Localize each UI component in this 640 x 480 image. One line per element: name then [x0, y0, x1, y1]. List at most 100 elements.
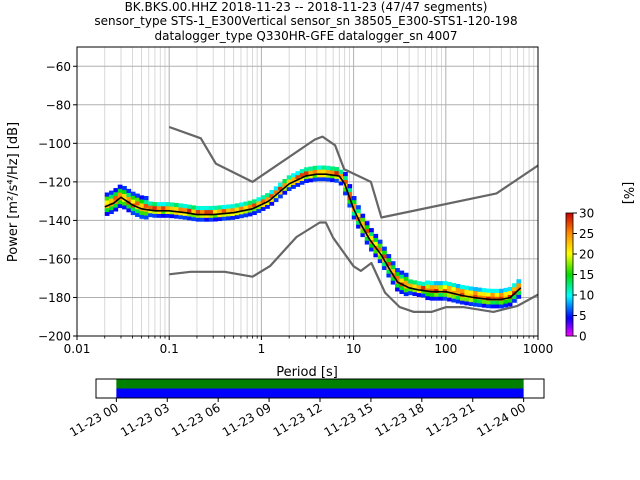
histogram-cell — [130, 191, 136, 196]
timeline-tick-label: 11-23 15 — [322, 400, 376, 439]
histogram-cell — [464, 301, 470, 306]
histogram-cell — [208, 217, 214, 222]
histogram-cell — [135, 212, 140, 217]
histogram-cell — [369, 235, 374, 240]
histogram-cell — [156, 205, 162, 211]
histogram-cell — [165, 205, 171, 211]
histogram-cell — [399, 270, 405, 275]
histogram-cell — [282, 186, 288, 191]
colorbar-segment — [566, 243, 573, 247]
histogram-cell — [208, 205, 214, 211]
histogram-cell — [291, 180, 296, 186]
colorbar-segment — [566, 235, 573, 238]
chart-title-line-3: datalogger_type Q330HR-GFE datalogger_sn… — [155, 29, 458, 43]
timeline-tick-label: 11-23 00 — [67, 400, 121, 439]
colorbar-segment — [566, 333, 573, 337]
colorbar-segment — [566, 223, 573, 226]
histogram-cell — [178, 203, 184, 208]
histogram-cell — [178, 207, 184, 212]
histogram-cell — [169, 213, 175, 219]
histogram-cell — [438, 296, 444, 301]
histogram-cell — [234, 214, 240, 220]
histogram-cell — [195, 213, 201, 218]
histogram-cell — [273, 194, 279, 199]
histogram-cell — [234, 203, 240, 208]
colorbar-segment — [566, 221, 573, 224]
histogram-cell — [187, 204, 192, 209]
histogram-cell — [139, 214, 145, 219]
histogram-cell — [213, 209, 218, 214]
histogram-cell — [403, 280, 409, 285]
histogram-cell — [109, 198, 114, 203]
histogram-cell — [104, 211, 110, 216]
histogram-cell — [208, 209, 214, 214]
y-tick-label: −180 — [38, 291, 71, 305]
histogram-cell — [386, 261, 392, 266]
y-tick-label: −160 — [38, 252, 71, 266]
histogram-cell — [451, 286, 457, 291]
histogram-cell — [390, 268, 396, 274]
histogram-cell — [360, 229, 366, 234]
colorbar-tick-label: 5 — [579, 309, 587, 323]
histogram-cell — [178, 215, 184, 220]
colorbar-segment — [566, 229, 573, 232]
histogram-cell — [135, 193, 140, 198]
histogram-cell — [373, 237, 379, 242]
histogram-cell — [503, 287, 509, 293]
histogram-cell — [403, 272, 409, 277]
histogram-cell — [148, 212, 153, 218]
histogram-cell — [104, 192, 110, 197]
histogram-cell — [390, 276, 396, 281]
histogram-cell — [486, 288, 491, 293]
histogram-cell — [360, 232, 366, 238]
colorbar-segment — [566, 327, 573, 331]
histogram-cell — [243, 205, 249, 210]
histogram-cell — [399, 274, 405, 279]
histogram-cell — [204, 209, 210, 214]
histogram-cell — [152, 205, 158, 211]
timeline-tick-label: 11-23 18 — [373, 400, 427, 439]
colorbar-segment — [566, 288, 573, 292]
histogram-cell — [122, 185, 127, 191]
histogram-cell — [308, 170, 314, 175]
histogram-cell — [507, 298, 513, 303]
histogram-cell — [447, 293, 452, 298]
histogram-cell — [356, 205, 361, 210]
histogram-cell — [490, 292, 496, 297]
histogram-cell — [130, 207, 136, 212]
histogram-cell — [117, 203, 123, 209]
colorbar-segment — [566, 231, 573, 234]
histogram-cell — [386, 257, 392, 263]
colorbar-segment — [566, 270, 573, 273]
histogram-cell — [152, 202, 158, 207]
histogram-cell — [429, 284, 435, 290]
histogram-cell — [373, 241, 379, 246]
histogram-cell — [143, 215, 149, 220]
histogram-cell — [113, 207, 119, 212]
histogram-cell — [226, 208, 231, 213]
histogram-cell — [503, 291, 509, 296]
histogram-cell — [499, 300, 504, 305]
histogram-cell — [291, 173, 296, 178]
histogram-cell — [165, 202, 171, 207]
psd-coverage-bar — [116, 388, 524, 398]
y-tick-label: −200 — [38, 330, 71, 344]
histogram-cell — [338, 169, 344, 174]
histogram-cell — [412, 288, 418, 293]
colorbar-tick-label: 0 — [579, 330, 587, 344]
histogram-cell — [317, 173, 322, 178]
histogram-cell — [269, 197, 275, 202]
histogram-cell — [291, 184, 296, 189]
histogram-cell — [139, 199, 145, 204]
colorbar-segment — [566, 215, 573, 218]
histogram-cell — [412, 291, 418, 297]
histogram-cell — [386, 254, 392, 259]
histogram-cell — [512, 294, 517, 299]
histogram-cell — [481, 291, 487, 297]
histogram-cell — [286, 186, 292, 192]
histogram-cell — [217, 213, 223, 218]
y-tick-label: −120 — [38, 175, 71, 189]
mean-psd — [104, 173, 522, 301]
histogram-cell — [317, 177, 322, 182]
histogram-cell — [117, 200, 123, 205]
